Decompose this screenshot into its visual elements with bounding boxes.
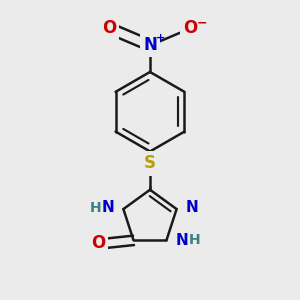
Text: N: N [102, 200, 115, 215]
Text: O: O [91, 234, 105, 252]
Text: N: N [175, 233, 188, 248]
Text: N: N [143, 37, 157, 55]
Text: S: S [144, 154, 156, 172]
Text: O: O [183, 19, 197, 37]
Text: O: O [102, 19, 116, 37]
Text: N: N [185, 200, 198, 215]
Text: +: + [156, 33, 165, 43]
Text: −: − [197, 16, 208, 29]
Text: H: H [188, 233, 200, 248]
Text: H: H [90, 201, 101, 214]
